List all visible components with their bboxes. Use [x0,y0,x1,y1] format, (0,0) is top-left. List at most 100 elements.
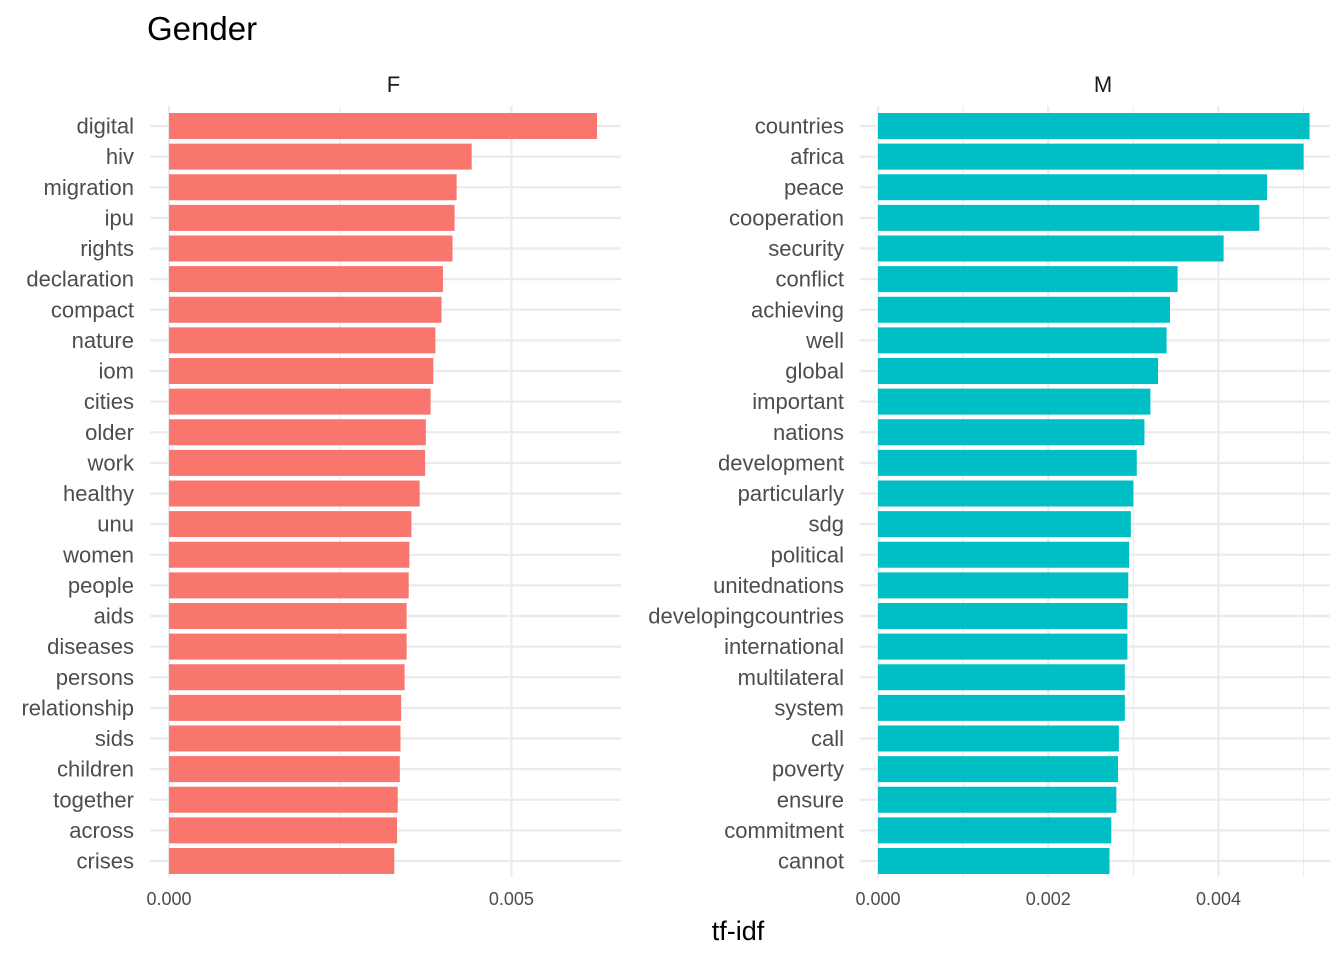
category-label: conflict [776,267,844,292]
bar-sdg [878,511,1131,538]
category-label: well [805,328,844,353]
category-label: together [53,787,134,812]
x-tick-label: 0.000 [855,889,900,909]
bar-international [878,633,1128,660]
category-label: multilateral [738,665,844,690]
bar-people [169,572,409,599]
bar-unitednations [878,572,1129,599]
chart-title: Gender [147,10,257,47]
bar-system [878,694,1125,721]
bar-conflict [878,266,1178,293]
bar-women [169,541,410,568]
category-label: unitednations [713,573,844,598]
category-label: cities [84,389,134,414]
facet-strip-label: F [387,72,400,97]
category-label: work [87,450,135,475]
category-label: system [774,695,844,720]
bar-peace [878,174,1268,201]
bar-important [878,388,1151,415]
bar-achieving [878,296,1170,323]
bar-ipu [169,204,455,231]
bar-across [169,817,398,844]
category-label: persons [56,665,134,690]
category-label: africa [790,144,845,169]
bar-development [878,449,1137,476]
facet-strip-label: M [1094,72,1112,97]
bar-global [878,358,1159,384]
bar-together [169,786,398,813]
bar-developingcountries [878,603,1128,629]
bar-hiv [169,143,472,170]
bar-cooperation [878,204,1260,231]
category-label: particularly [738,481,844,506]
category-label: cannot [778,849,844,874]
category-label: across [69,818,134,843]
category-label: digital [77,114,134,139]
bar-nature [169,327,436,354]
bar-children [169,756,400,783]
bar-multilateral [878,664,1125,691]
category-label: declaration [26,267,134,292]
category-label: sids [95,726,134,751]
bar-aids [169,603,407,629]
bar-healthy [169,480,420,507]
bar-africa [878,143,1304,170]
category-label: sdg [809,512,844,537]
bar-political [878,541,1130,568]
bar-compact [169,296,442,323]
category-label: older [85,420,134,445]
category-label: development [718,450,844,475]
bar-declaration [169,266,443,293]
category-label: commitment [724,818,844,843]
bar-older [169,419,426,446]
category-label: rights [80,236,134,261]
bar-work [169,449,426,476]
facet-m: countries africa peace cooperation security c… [648,72,1330,909]
bar-poverty [878,756,1119,783]
bar-digital [169,113,598,139]
category-label: peace [784,175,844,200]
category-label: international [724,634,844,659]
category-label: important [752,389,844,414]
category-label: relationship [21,695,134,720]
bar-crises [169,848,395,874]
x-axis-label: tf-idf [712,916,765,946]
bar-ensure [878,786,1117,813]
category-label: ipu [105,205,134,230]
category-label: people [68,573,134,598]
x-tick-label: 0.002 [1026,889,1071,909]
category-label: crises [77,849,134,874]
category-label: countries [755,114,844,139]
bar-sids [169,725,401,752]
facet-f: digital hiv migration ipu rights declaration c… [21,72,621,909]
bar-unu [169,511,412,538]
bar-iom [169,358,434,384]
bar-diseases [169,633,407,660]
category-label: security [768,236,844,261]
category-label: nations [773,420,844,445]
category-label: iom [99,359,134,384]
category-label: achieving [751,297,844,322]
bar-cannot [878,848,1110,874]
category-label: call [811,726,844,751]
bar-security [878,235,1224,262]
category-label: hiv [106,144,134,169]
category-label: global [785,359,844,384]
category-label: migration [44,175,134,200]
category-label: cooperation [729,205,844,230]
bar-countries [878,113,1310,139]
bar-call [878,725,1119,752]
category-label: women [62,542,134,567]
bar-commitment [878,817,1112,844]
bar-persons [169,664,405,691]
category-label: unu [97,512,134,537]
category-label: aids [94,604,134,629]
category-label: nature [72,328,134,353]
category-label: ensure [777,787,844,812]
bar-cities [169,388,431,415]
category-label: diseases [47,634,134,659]
bar-well [878,327,1167,354]
category-label: political [771,542,844,567]
category-label: children [57,757,134,782]
